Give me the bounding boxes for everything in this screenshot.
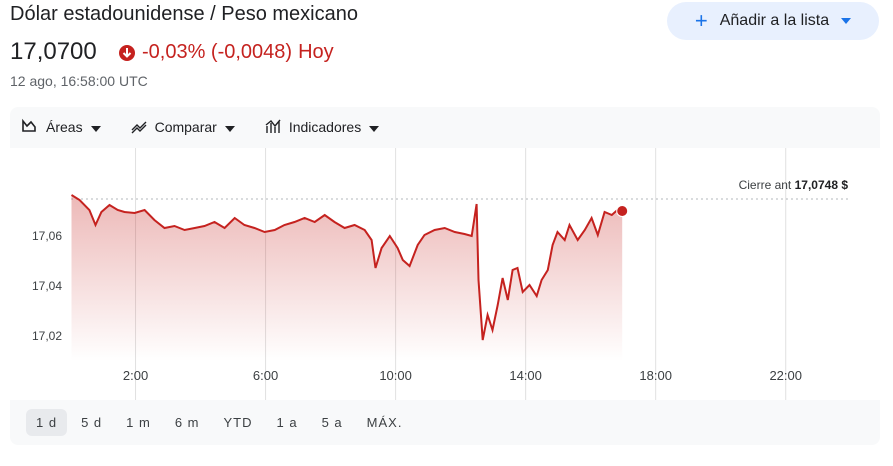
y-tick-label: 17,06 — [32, 229, 62, 243]
last-point — [616, 205, 629, 217]
x-tick-label: 18:00 — [639, 368, 672, 383]
x-tick-label: 14:00 — [509, 368, 542, 383]
period: Hoy — [298, 41, 334, 63]
toolbar-item[interactable]: Áreas — [22, 114, 101, 140]
range-button[interactable]: 5 d — [81, 415, 103, 430]
y-tick-label: 17,04 — [32, 279, 62, 293]
range-button[interactable]: 1 m — [126, 415, 151, 430]
watchlist-label: Añadir a la lista — [719, 12, 830, 29]
reference-value: 17,0748 $ — [795, 178, 849, 192]
reference-label-text: Cierre ant — [739, 178, 792, 192]
caret — [224, 119, 235, 135]
toolbar-item[interactable]: Comparar — [131, 114, 235, 140]
plus-icon: + — [694, 8, 708, 33]
reference-label: Cierre ant 17,0748 $ — [739, 178, 849, 192]
range-bar: 1 d 5 d 1 m 6 m YTD 1 a 5 a MÁX. — [26, 409, 412, 436]
line — [70, 194, 623, 341]
range-button[interactable]: MÁX. — [366, 415, 403, 430]
y-tick-label: 17,02 — [32, 329, 62, 343]
caret — [90, 119, 101, 135]
title: Dólar estadounidense / Peso mexicano — [10, 3, 358, 25]
x-tick-label: 10:00 — [379, 368, 412, 383]
range-button[interactable]: 5 a — [321, 415, 343, 430]
area — [71, 195, 623, 361]
range-button[interactable]: YTD — [223, 415, 253, 430]
tool-icon — [265, 118, 281, 137]
caret — [369, 119, 380, 135]
change-value: -0,03% (-0,0048) — [142, 41, 293, 63]
x-tick-label: 6:00 — [253, 368, 278, 383]
range-button[interactable]: 1 a — [276, 415, 298, 430]
change: -0,03% (-0,0048) Hoy — [118, 41, 334, 64]
tool-label: Comparar — [154, 119, 217, 135]
range-button[interactable]: 1 d — [26, 409, 68, 436]
caret — [841, 18, 852, 24]
x-tick-label: 22:00 — [769, 368, 802, 383]
tool-icon — [22, 118, 38, 137]
tool-icon — [131, 118, 147, 137]
chart: 2:00 6:00 10:00 14:00 18:00 22:00 17,02 17,04 17… — [10, 148, 880, 400]
price: 17,0700 — [10, 38, 97, 65]
x-tick-label: 2:00 — [123, 368, 148, 383]
toolbar-item[interactable]: Indicadores — [265, 114, 380, 140]
timestamp: 12 ago, 16:58:00 UTC — [10, 73, 148, 89]
toolbar: Áreas Comparar Indicadores — [22, 114, 380, 140]
range-button[interactable]: 6 m — [174, 415, 200, 430]
watchlist-button[interactable]: + Añadir a la lista — [667, 2, 879, 40]
down-icon — [119, 44, 135, 61]
tool-label: Áreas — [46, 119, 83, 135]
tool-label: Indicadores — [288, 119, 362, 135]
